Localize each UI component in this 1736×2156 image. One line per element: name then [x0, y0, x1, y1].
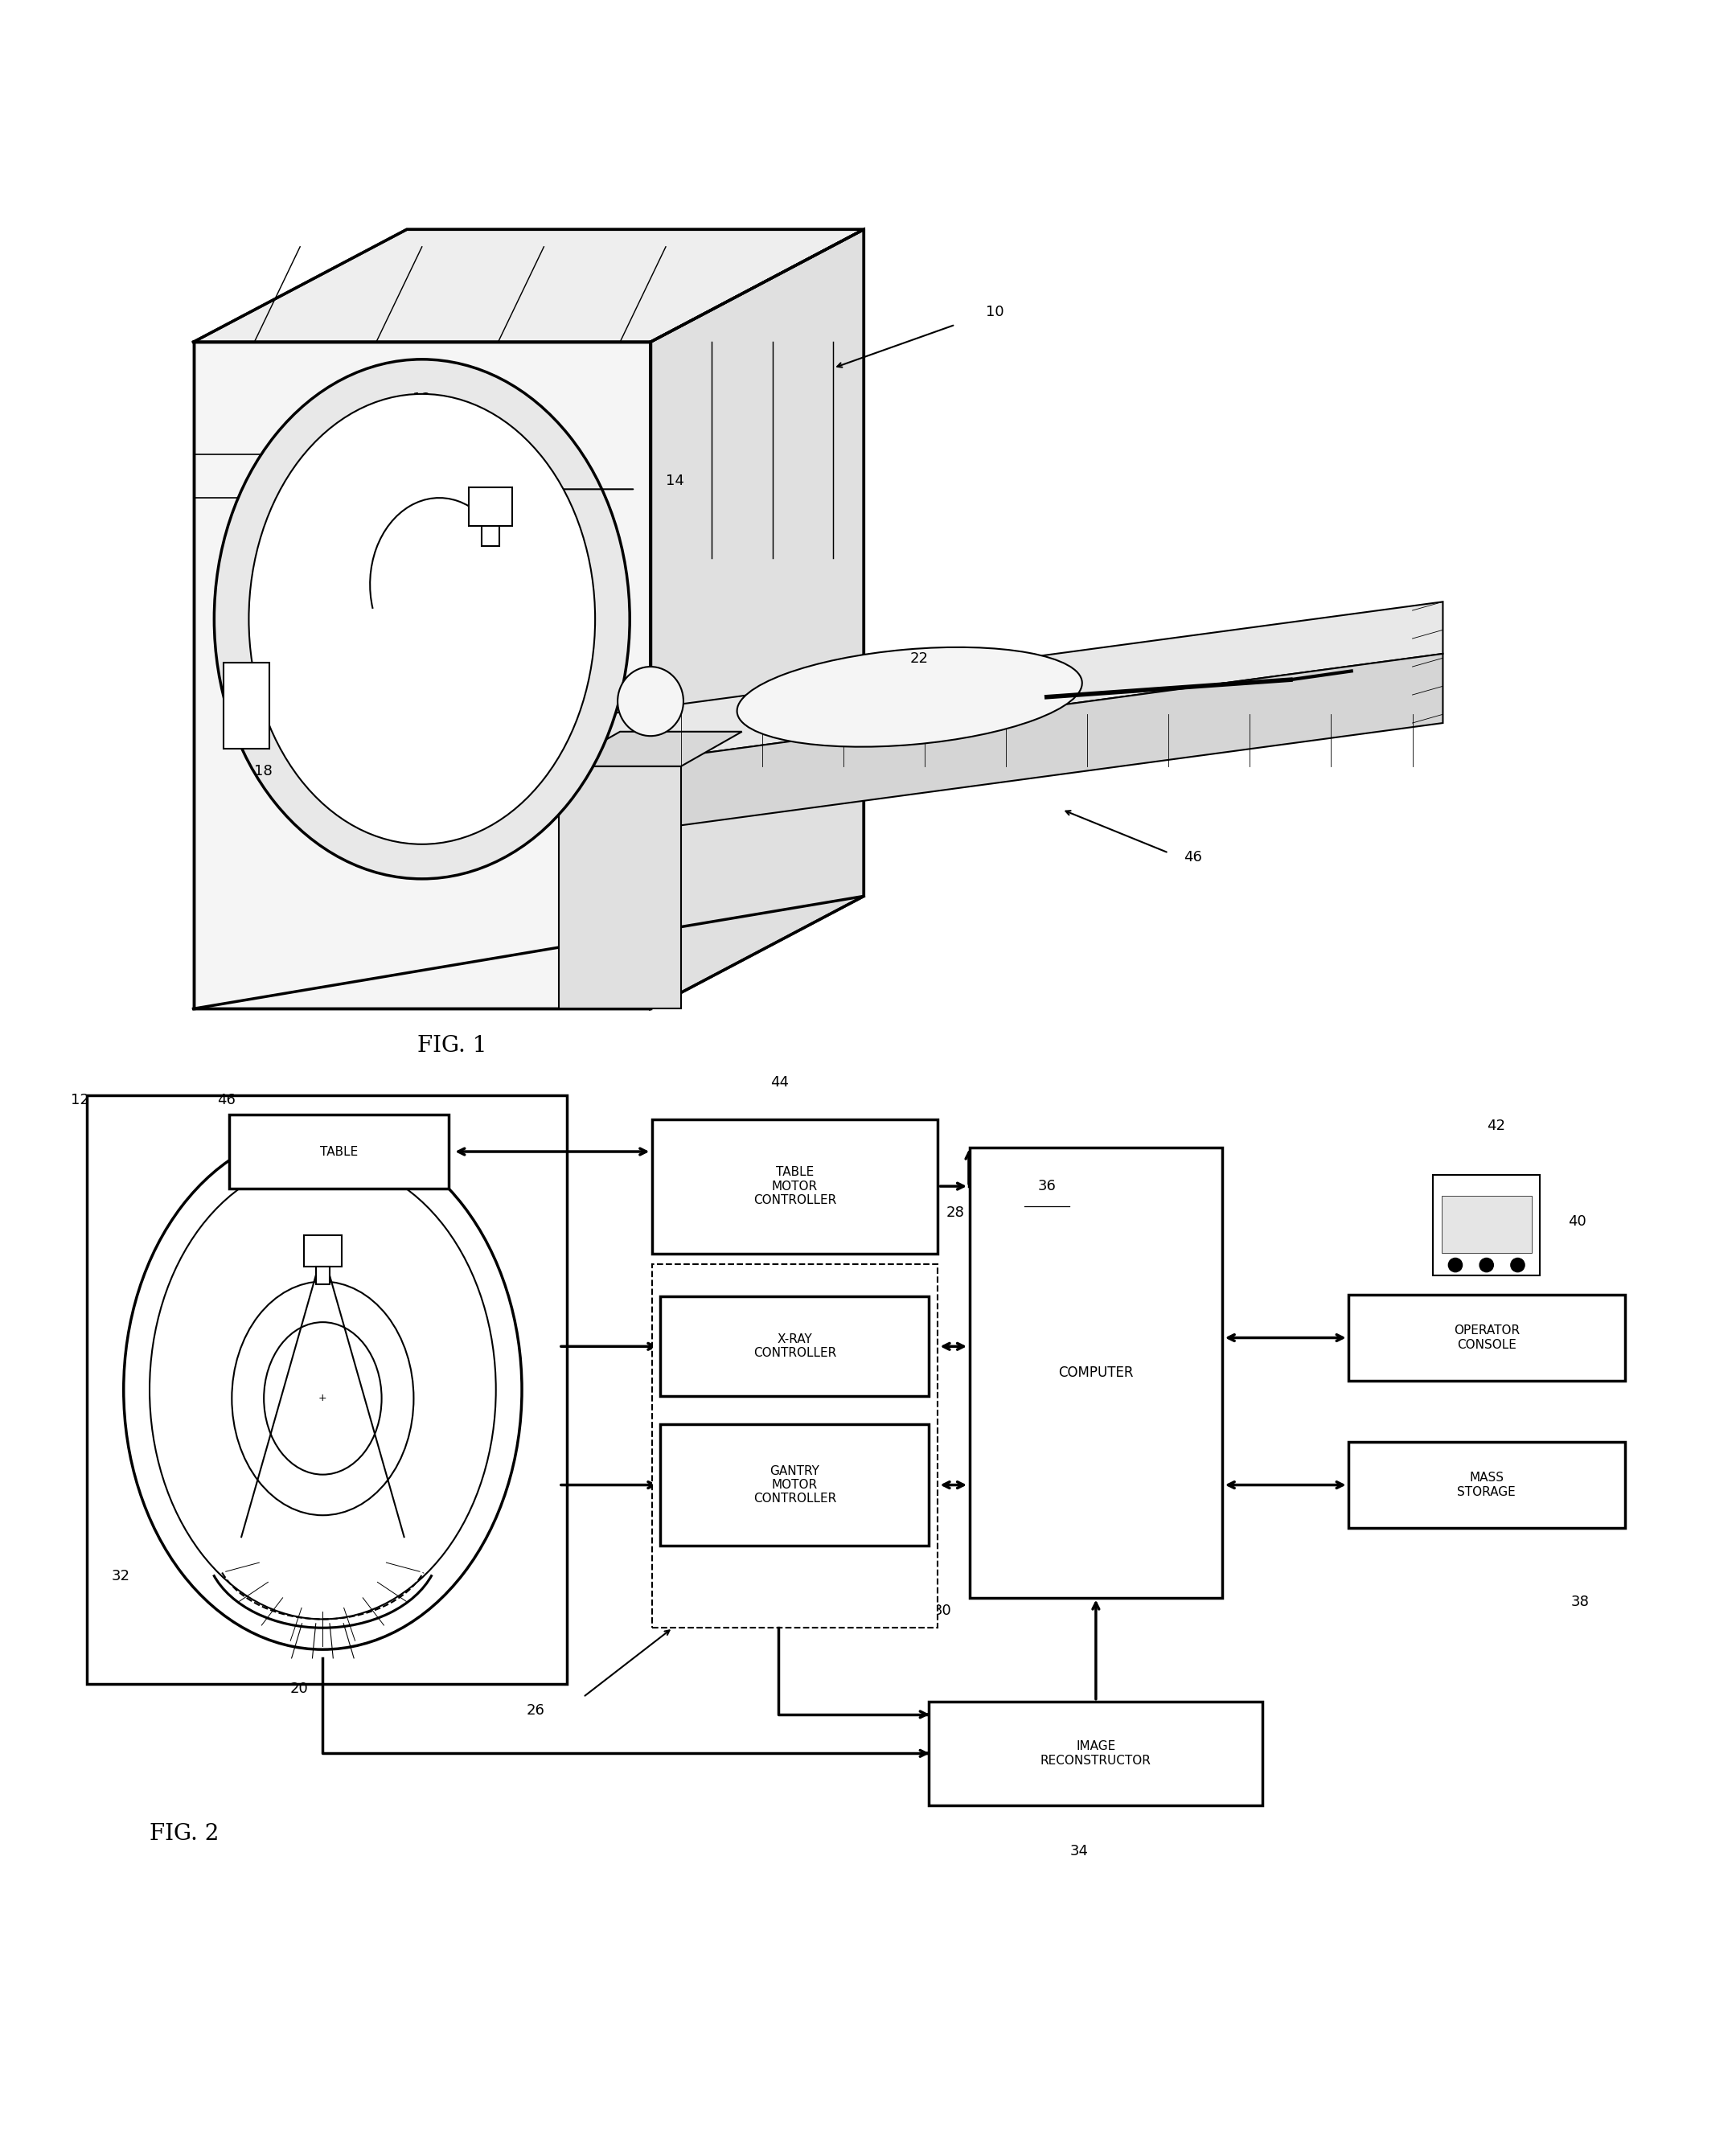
Polygon shape: [604, 653, 1443, 837]
Bar: [929, 1701, 1262, 1805]
Bar: [653, 1119, 937, 1253]
Ellipse shape: [123, 1130, 523, 1649]
Text: 26: 26: [526, 1703, 545, 1718]
Bar: [469, 487, 512, 526]
Text: 22: 22: [910, 651, 929, 666]
Bar: [1349, 1442, 1625, 1529]
Text: +: +: [318, 1393, 326, 1404]
Ellipse shape: [618, 666, 684, 735]
Text: 18: 18: [404, 1429, 422, 1445]
Bar: [970, 1147, 1222, 1598]
Text: 12: 12: [413, 392, 431, 405]
Text: FIG. 2: FIG. 2: [149, 1824, 219, 1846]
Bar: [660, 1425, 929, 1546]
Text: 16: 16: [144, 1395, 161, 1410]
Ellipse shape: [149, 1160, 496, 1619]
Text: 14: 14: [411, 1179, 431, 1194]
Ellipse shape: [214, 360, 630, 880]
Text: TABLE
MOTOR
CONTROLLER: TABLE MOTOR CONTROLLER: [753, 1166, 837, 1205]
Text: OPERATOR
CONSOLE: OPERATOR CONSOLE: [1453, 1324, 1519, 1352]
Text: 44: 44: [771, 1076, 788, 1091]
Circle shape: [1479, 1259, 1493, 1272]
Text: 10: 10: [986, 304, 1003, 319]
Polygon shape: [604, 602, 1443, 765]
Text: 14: 14: [667, 474, 684, 487]
Ellipse shape: [248, 395, 595, 845]
Text: 42: 42: [1486, 1119, 1505, 1134]
Polygon shape: [193, 343, 651, 1009]
Circle shape: [1510, 1259, 1524, 1272]
Bar: [87, 1095, 568, 1684]
Text: FIG. 1: FIG. 1: [418, 1035, 488, 1056]
Text: 40: 40: [1568, 1214, 1587, 1229]
Text: X-RAY
CONTROLLER: X-RAY CONTROLLER: [753, 1332, 837, 1360]
Text: 32: 32: [255, 642, 273, 658]
Text: GANTRY
MOTOR
CONTROLLER: GANTRY MOTOR CONTROLLER: [753, 1464, 837, 1505]
Bar: [483, 526, 500, 545]
Text: 48: 48: [467, 479, 486, 492]
Polygon shape: [224, 662, 269, 748]
Bar: [1349, 1294, 1625, 1382]
Bar: [653, 1263, 937, 1628]
Text: 46: 46: [1184, 849, 1203, 865]
Text: MASS
STORAGE: MASS STORAGE: [1457, 1473, 1516, 1498]
Text: 24: 24: [257, 1360, 276, 1376]
Bar: [304, 1235, 342, 1268]
Bar: [1441, 1197, 1531, 1253]
Text: 12: 12: [71, 1093, 89, 1108]
Text: 46: 46: [217, 1093, 236, 1108]
Text: 22: 22: [193, 1300, 212, 1315]
Bar: [316, 1268, 330, 1285]
Bar: [660, 1296, 929, 1397]
Polygon shape: [559, 731, 741, 765]
Text: TABLE: TABLE: [319, 1145, 358, 1158]
Bar: [1432, 1175, 1540, 1276]
Text: 38: 38: [1571, 1595, 1590, 1608]
Circle shape: [1448, 1259, 1462, 1272]
Polygon shape: [651, 229, 865, 1009]
Text: 36: 36: [1038, 1179, 1055, 1194]
Polygon shape: [559, 765, 681, 1009]
Bar: [229, 1115, 450, 1188]
Text: IMAGE
RECONSTRUCTOR: IMAGE RECONSTRUCTOR: [1040, 1740, 1151, 1766]
Text: 30: 30: [934, 1604, 951, 1617]
Text: 20: 20: [290, 1682, 309, 1697]
Text: COMPUTER: COMPUTER: [1059, 1365, 1134, 1380]
Text: 28: 28: [946, 1205, 965, 1220]
Text: 18: 18: [255, 763, 273, 778]
Text: 34: 34: [1071, 1843, 1088, 1858]
Ellipse shape: [738, 647, 1082, 746]
Polygon shape: [193, 229, 865, 343]
Text: 32: 32: [111, 1570, 130, 1583]
